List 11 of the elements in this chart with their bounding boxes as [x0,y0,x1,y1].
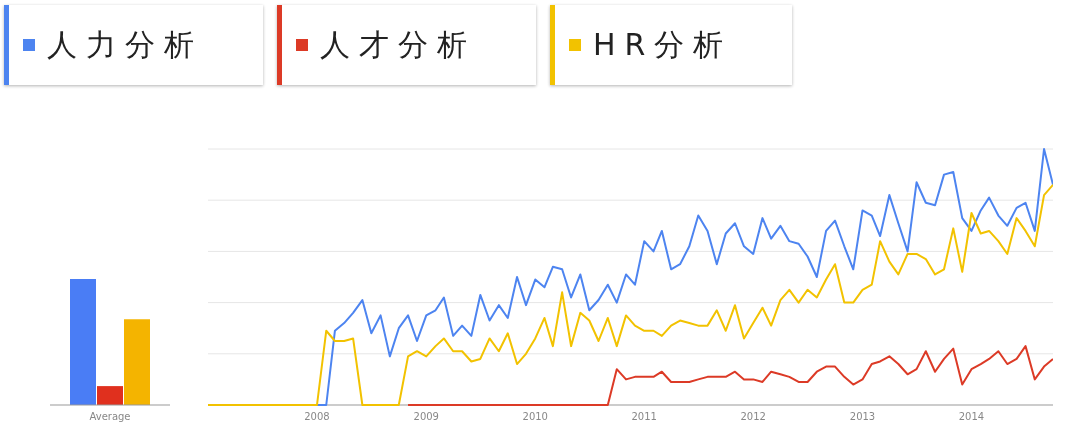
legend-label: HR分析 [593,25,733,64]
x-tick-label: 2013 [849,411,876,423]
x-tick-label: 2010 [522,411,548,423]
legend-label: 人才分析 [320,25,476,64]
x-tick-label: Average [89,411,131,423]
x-tick-label: 2012 [740,411,766,423]
x-tick-label: 2011 [631,411,657,423]
legend-label: 人力分析 [47,25,203,64]
x-tick-label: 2009 [413,411,439,423]
x-tick-label: 2008 [304,411,330,423]
x-tick-label: 2014 [958,411,985,423]
